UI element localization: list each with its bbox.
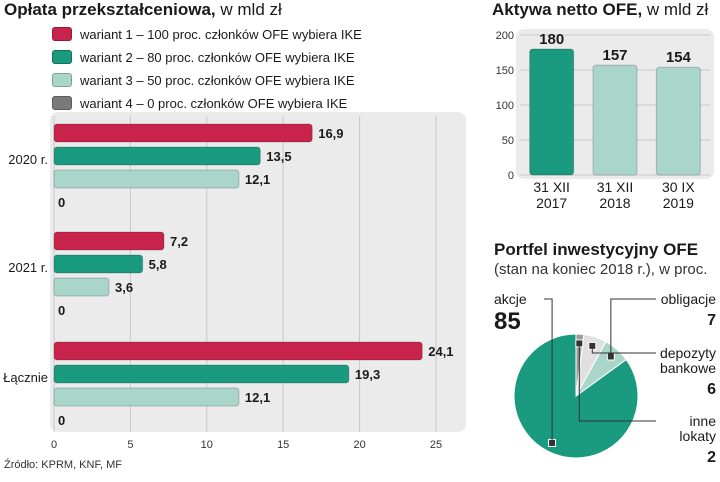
legend-label-2: wariant 2 – 80 proc. członków OFE wybier… bbox=[80, 49, 355, 65]
category-label: 31 XII bbox=[597, 179, 634, 195]
category-label: 31 XII bbox=[533, 179, 570, 195]
bar-value-label: 24,1 bbox=[428, 344, 453, 359]
right-chart-title-text: Aktywa netto OFE, bbox=[492, 0, 643, 19]
legend-item-2: wariant 2 – 80 proc. członków OFE wybier… bbox=[52, 48, 355, 66]
y-tick-label: 150 bbox=[496, 65, 514, 77]
bar-value-label: 0 bbox=[58, 303, 65, 318]
slice-label: obligacje bbox=[661, 291, 716, 307]
slice-value-label: 2 bbox=[707, 449, 716, 466]
left-bar-chart: 0 5 10 15 20 25 2020 r. 16,9 13,5 12,1 0 2021 r. 7,2… bbox=[3, 112, 466, 451]
bar-value-label: 19,3 bbox=[355, 367, 380, 382]
category-label: 30 IX bbox=[662, 179, 695, 195]
slice-value-label: 6 bbox=[707, 381, 716, 398]
bar-value-label: 0 bbox=[58, 195, 65, 210]
x-tick-label: 5 bbox=[127, 439, 133, 451]
y-tick-label: 100 bbox=[496, 100, 514, 112]
bar bbox=[53, 364, 350, 384]
slice-label: depozyty bbox=[660, 345, 716, 361]
category-label: 2020 r. bbox=[8, 152, 48, 167]
bar-value-label: 13,5 bbox=[266, 149, 291, 164]
left-chart-unit: w mld zł bbox=[220, 0, 282, 19]
legend-swatch-4 bbox=[52, 96, 72, 110]
category-label: 2021 r. bbox=[8, 260, 48, 275]
x-tick-label: 15 bbox=[277, 439, 289, 451]
y-tick-label: 0 bbox=[508, 170, 514, 182]
bar bbox=[592, 64, 638, 176]
slice-value-label: 85 bbox=[494, 308, 521, 335]
source-note: Źródło: KPRM, KNF, MF bbox=[4, 459, 122, 471]
category-label: 2019 bbox=[663, 195, 694, 211]
left-chart-title: Opłata przekształceniowa, w mld zł bbox=[4, 0, 282, 20]
bar-value-label: 154 bbox=[666, 49, 692, 66]
bar bbox=[53, 231, 165, 251]
bar bbox=[53, 341, 423, 361]
right-chart-title: Aktywa netto OFE, w mld zł bbox=[492, 0, 708, 20]
bar-value-label: 12,1 bbox=[245, 390, 270, 405]
bar-value-label: 7,2 bbox=[170, 234, 188, 249]
leader-line bbox=[544, 298, 553, 443]
left-chart-title-text: Opłata przekształceniowa, bbox=[4, 0, 216, 19]
pie-chart-subtitle: (stan na koniec 2018 r.), w proc. bbox=[494, 261, 708, 278]
pie-slice bbox=[575, 333, 585, 397]
bar-value-label: 5,8 bbox=[149, 257, 167, 272]
pie-chart-title-text: Portfel inwestycyjny OFE bbox=[494, 240, 699, 259]
bar-value-label: 157 bbox=[602, 47, 627, 64]
legend-label-4: wariant 4 – 0 proc. członków OFE wybiera… bbox=[80, 95, 348, 111]
leader-line bbox=[591, 345, 656, 354]
bar bbox=[53, 277, 110, 297]
legend-label-3: wariant 3 – 50 proc. członków OFE wybier… bbox=[80, 72, 355, 88]
bar-value-label: 16,9 bbox=[318, 126, 343, 141]
slice-label: inne bbox=[690, 413, 717, 429]
bar-value-label: 0 bbox=[58, 413, 65, 428]
slice-label: lokaty bbox=[679, 428, 716, 444]
bar bbox=[529, 48, 575, 176]
leader-line bbox=[610, 298, 656, 357]
bar bbox=[53, 254, 144, 274]
x-tick-label: 10 bbox=[201, 439, 213, 451]
leader-line bbox=[578, 343, 656, 422]
legend-swatch-1 bbox=[52, 27, 72, 41]
slice-value-label: 7 bbox=[707, 312, 716, 329]
category-label: 2017 bbox=[536, 195, 567, 211]
legend-label-1: wariant 1 – 100 proc. członków OFE wybie… bbox=[80, 26, 362, 42]
legend-item-3: wariant 3 – 50 proc. członków OFE wybier… bbox=[52, 71, 355, 89]
y-tick-label: 200 bbox=[496, 30, 514, 42]
slice-label: bankowe bbox=[660, 360, 716, 376]
bar-value-label: 12,1 bbox=[245, 172, 270, 187]
bar bbox=[53, 169, 240, 189]
bar bbox=[53, 146, 261, 166]
category-label: 2018 bbox=[599, 195, 630, 211]
pie-chart-title: Portfel inwestycyjny OFE bbox=[494, 240, 698, 260]
bar-value-label: 180 bbox=[539, 31, 564, 48]
legend-item-1: wariant 1 – 100 proc. członków OFE wybie… bbox=[52, 25, 362, 43]
bar bbox=[655, 66, 701, 176]
x-tick-label: 0 bbox=[51, 439, 57, 451]
legend-item-4: wariant 4 – 0 proc. członków OFE wybiera… bbox=[52, 94, 347, 112]
y-tick-label: 50 bbox=[502, 135, 514, 147]
x-tick-label: 25 bbox=[430, 439, 442, 451]
bar bbox=[53, 387, 240, 407]
category-label: Łącznie bbox=[3, 370, 48, 385]
bar bbox=[53, 123, 313, 143]
legend-swatch-2 bbox=[52, 50, 72, 64]
slice-label: akcje bbox=[494, 291, 527, 307]
bar-value-label: 3,6 bbox=[115, 280, 133, 295]
legend-swatch-3 bbox=[52, 73, 72, 87]
right-chart-unit: w mld zł bbox=[646, 0, 709, 19]
x-tick-label: 20 bbox=[353, 439, 365, 451]
